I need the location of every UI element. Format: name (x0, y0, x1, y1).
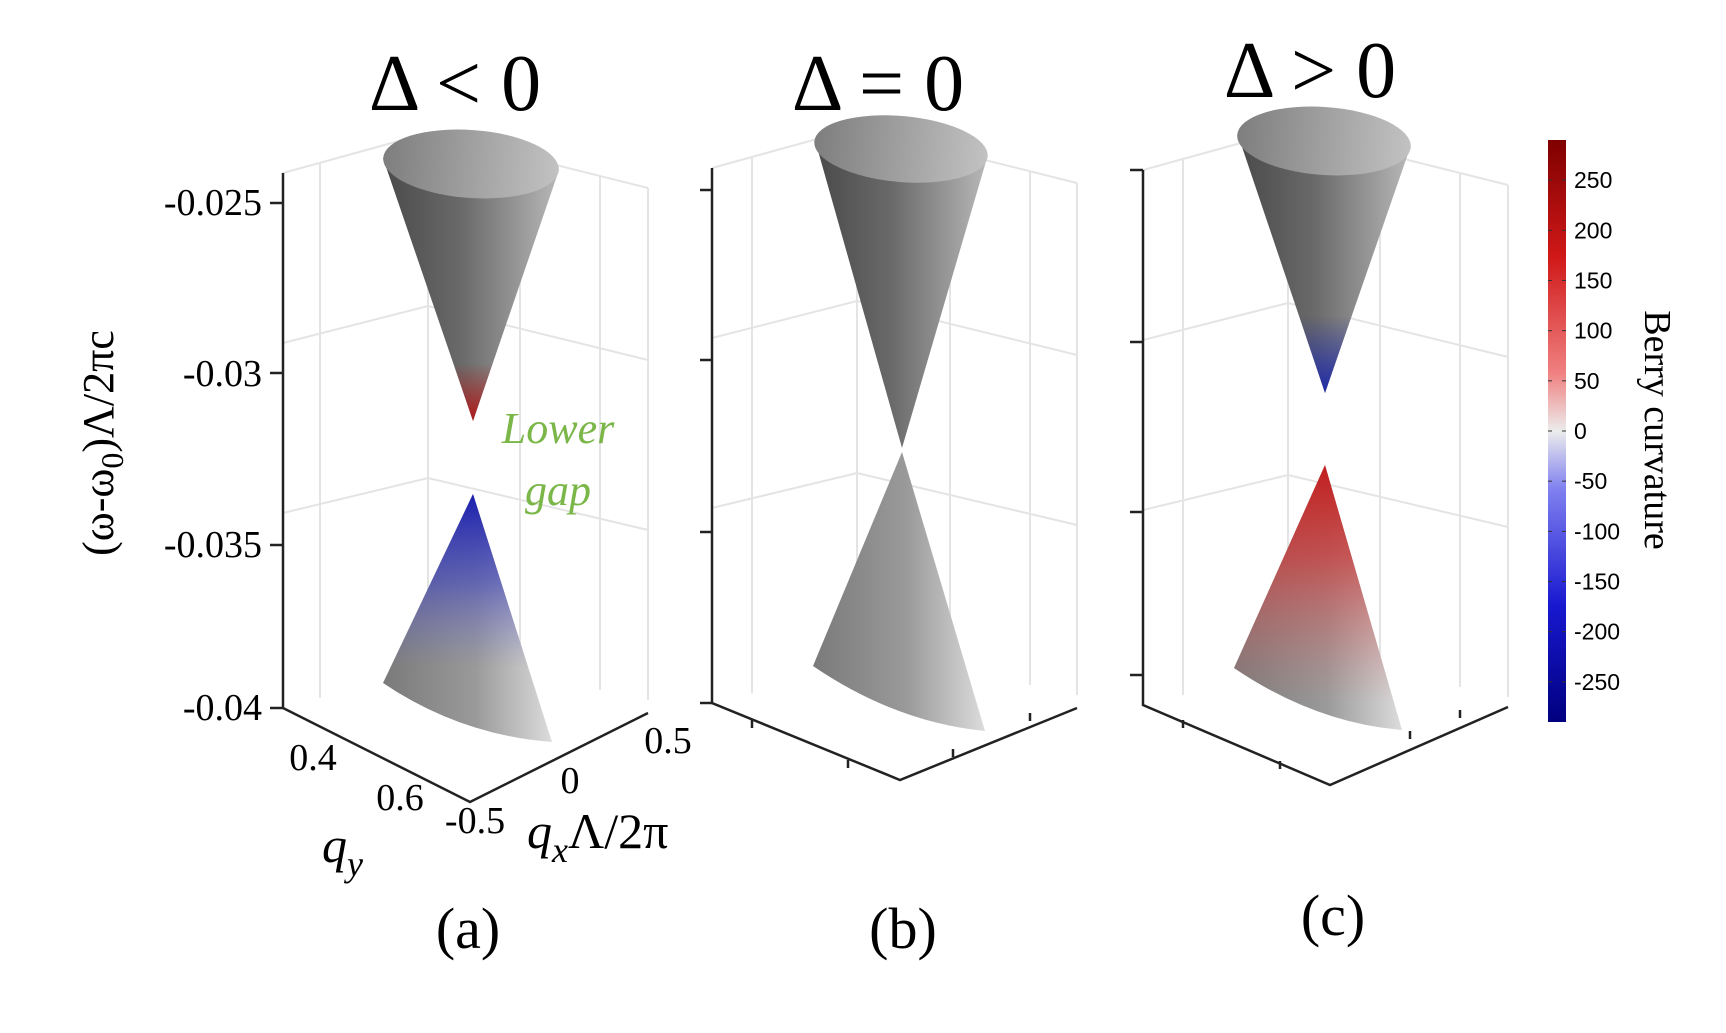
panel-b-label: (b) (869, 896, 937, 961)
z-tick-label: -0.03 (183, 353, 262, 395)
panel-a-lower-cone (383, 494, 552, 742)
colorbar-tick-label: -200 (1574, 619, 1620, 645)
panel-b-upper-cone (814, 115, 988, 448)
z-tick-label: -0.04 (183, 687, 262, 729)
panel-c-title: Δ > 0 (1224, 27, 1396, 115)
panel-c-upper-cone (1237, 106, 1411, 393)
panel-a-axes (281, 173, 649, 804)
panel-c-axes (1141, 170, 1509, 787)
colorbar-tick-label: -100 (1574, 518, 1620, 544)
panel-b-title: Δ = 0 (792, 40, 964, 128)
colorbar-tick-label: 50 (1574, 368, 1600, 394)
panel-a (270, 129, 649, 804)
panel-a-upper-cone (383, 129, 559, 421)
panel-c (1130, 106, 1509, 787)
z-tick-label: -0.035 (164, 524, 262, 566)
panel-b (700, 115, 1078, 782)
x-axis-label: qxΛ/2π (527, 803, 668, 870)
colorbar-tick-label: 200 (1574, 217, 1612, 243)
x-tick-label: 0.5 (644, 720, 692, 762)
panel-b-lower-cone (813, 452, 985, 731)
annotation-lower: Lower (501, 404, 615, 453)
colorbar-ticks: 250 200 150 100 50 0 -50 -100 -150 -200 -250 (1548, 167, 1620, 695)
colorbar-label: Berry curvature (1636, 310, 1678, 550)
panel-c-label: (c) (1301, 883, 1365, 948)
colorbar (1548, 140, 1566, 722)
annotation-gap: gap (525, 466, 591, 515)
x-tick-label: 0 (561, 760, 580, 802)
colorbar-tick-label: 100 (1574, 318, 1612, 344)
colorbar-tick-label: -50 (1574, 468, 1607, 494)
z-tick-label: -0.025 (164, 182, 262, 224)
colorbar-tick-label: -150 (1574, 569, 1620, 595)
colorbar-tick-label: 150 (1574, 267, 1612, 293)
panel-a-label: (a) (436, 896, 500, 961)
y-axis-label: qy (322, 817, 363, 884)
z-axis-label: (ω-ω0)Λ/2πc (74, 330, 130, 556)
colorbar-tick-label: 0 (1574, 418, 1587, 444)
colorbar-tick-label: 250 (1574, 167, 1612, 193)
panel-b-axes (710, 168, 1078, 782)
colorbar-tick-label: -250 (1574, 669, 1620, 695)
panel-a-title: Δ < 0 (369, 40, 541, 128)
y-tick-label: 0.4 (289, 737, 337, 779)
panel-c-lower-cone (1234, 465, 1402, 730)
x-tick-label: -0.5 (445, 800, 505, 842)
y-tick-label: 0.6 (376, 777, 424, 819)
